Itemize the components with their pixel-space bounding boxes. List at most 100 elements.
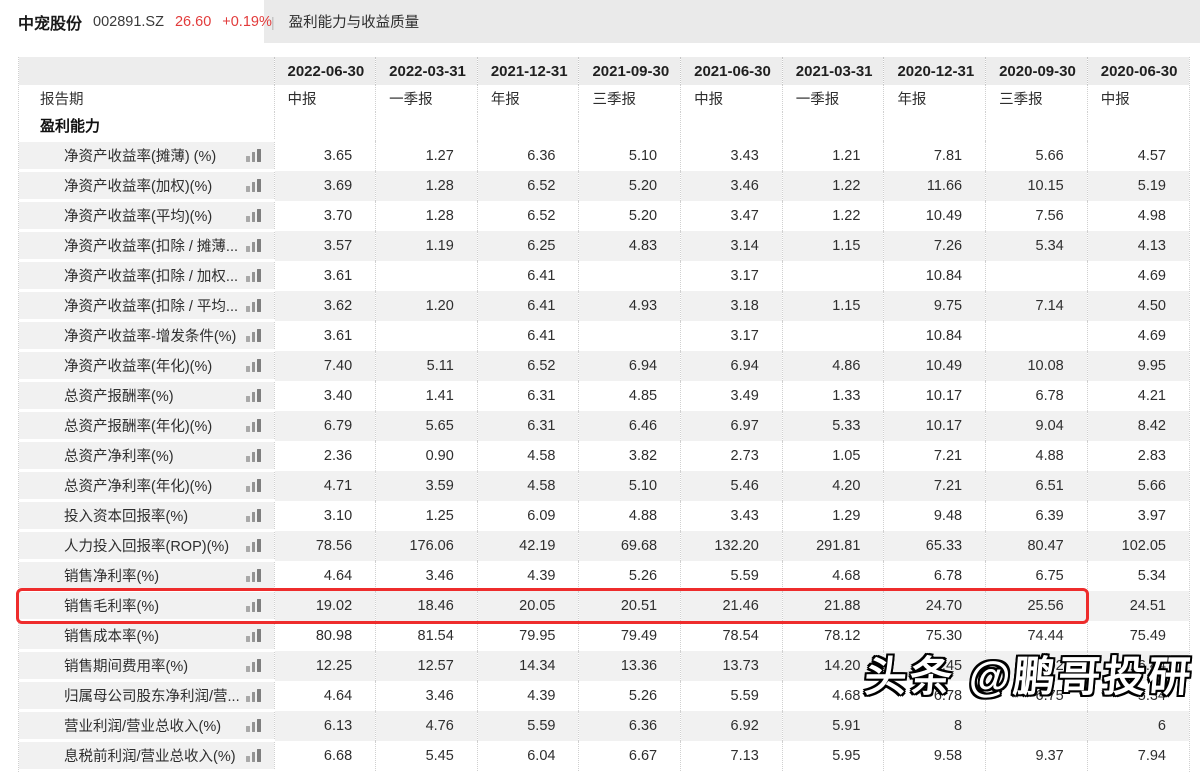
- metric-label-cell: 息税前利润/营业总收入(%): [19, 739, 274, 772]
- page-title: 盈利能力与收益质量: [288, 15, 420, 31]
- metric-row: 总资产净利率(%) 2.36 0.90 4.58 3.82 2.73 1.05 7.21 4.8…: [19, 439, 1189, 472]
- bar-chart-icon[interactable]: [246, 329, 261, 342]
- value-cell: 79.95: [476, 620, 579, 651]
- stock-tab[interactable]: 中宠股份 002891.SZ 26.60 +0.19%: [0, 0, 272, 43]
- period-type: 一季报: [781, 85, 884, 112]
- value-cell: 6.51: [985, 470, 1088, 501]
- value-cell: 3.46: [680, 170, 783, 201]
- metric-row: 总资产净利率(年化)(%) 4.71 3.59 4.58 5.10 5.46 4.20 7.2…: [19, 469, 1189, 502]
- value-cell: 9.95: [1086, 350, 1189, 381]
- value-cell: 2.83: [1086, 440, 1189, 471]
- bar-chart-icon[interactable]: [246, 569, 261, 582]
- value-cell: 10.08: [985, 350, 1088, 381]
- value-cell: 6.39: [985, 500, 1088, 531]
- value-cell: 10.49: [883, 350, 986, 381]
- value-cell: 0.90: [375, 440, 478, 471]
- metric-label: 人力投入回报率(ROP)(%): [64, 539, 230, 555]
- value-cell: 5.65: [375, 410, 478, 441]
- metric-label-cell: 销售期间费用率(%): [19, 649, 274, 682]
- metric-label: 总资产报酬率(年化)(%): [64, 419, 213, 435]
- bar-chart-icon[interactable]: [246, 179, 261, 192]
- value-cell: 6.46: [578, 410, 681, 441]
- metric-row: 总资产报酬率(%) 3.40 1.41 6.31 4.85 3.49 1.33 10.17 6.…: [19, 379, 1189, 412]
- value-cell: 4.86: [781, 350, 884, 381]
- value-cell: 4.50: [1086, 290, 1189, 321]
- value-cell: 18.46: [375, 590, 478, 621]
- bar-chart-icon[interactable]: [246, 509, 261, 522]
- period-type: 中报: [273, 85, 376, 112]
- section-blank-cell: [578, 112, 681, 141]
- value-cell: 5.34: [1086, 680, 1189, 711]
- bar-chart-icon[interactable]: [246, 719, 261, 732]
- value-cell: 4.21: [1086, 380, 1189, 411]
- value-cell: 6.52: [476, 350, 579, 381]
- value-cell: 7.26: [883, 230, 986, 261]
- value-cell: [578, 320, 681, 351]
- value-cell: 5.10: [578, 470, 681, 501]
- value-cell: 5.59: [476, 710, 579, 741]
- bar-chart-icon[interactable]: [246, 629, 261, 642]
- bar-chart-icon[interactable]: [246, 449, 261, 462]
- value-cell: 6.13: [273, 710, 376, 741]
- bar-chart-icon[interactable]: [246, 659, 261, 672]
- bar-chart-icon[interactable]: [246, 689, 261, 702]
- value-cell: 6.41: [476, 290, 579, 321]
- watermark: 头条 @鹏哥投研: [863, 653, 1196, 700]
- value-cell: 65.33: [883, 530, 986, 561]
- bar-chart-icon[interactable]: [246, 479, 261, 492]
- bar-chart-icon[interactable]: [246, 539, 261, 552]
- value-cell: 4.93: [578, 290, 681, 321]
- value-cell: 3.17: [680, 260, 783, 291]
- metric-label-cell: 总资产报酬率(%): [19, 379, 274, 412]
- date-header: 2020-06-30: [1086, 57, 1189, 85]
- bar-chart-icon[interactable]: [246, 389, 261, 402]
- value-cell: 2.73: [680, 440, 783, 471]
- value-cell: [375, 260, 478, 291]
- value-cell: 3.69: [273, 170, 376, 201]
- bar-chart-icon[interactable]: [246, 599, 261, 612]
- value-cell: 4.85: [578, 380, 681, 411]
- metric-label: 净资产收益率-增发条件(%): [64, 329, 237, 345]
- period-row: 报告期 中报 一季报 年报 三季报 中报 一季报 年报 三季报 中报: [19, 85, 1189, 112]
- value-cell: 24.70: [883, 590, 986, 621]
- value-cell: 4.98: [1086, 200, 1189, 231]
- value-cell: 6.78: [985, 380, 1088, 411]
- value-cell: 4.71: [273, 470, 376, 501]
- bar-chart-icon[interactable]: [246, 749, 261, 762]
- value-cell: 81.54: [375, 620, 478, 651]
- metric-label: 销售毛利率(%): [64, 599, 160, 615]
- metric-label: 营业利润/营业总收入(%): [64, 719, 222, 735]
- value-cell: 3.59: [375, 470, 478, 501]
- value-cell: 14.20: [781, 650, 884, 681]
- value-cell: 4.58: [476, 470, 579, 501]
- bar-chart-icon[interactable]: [246, 359, 261, 372]
- bar-chart-icon[interactable]: [246, 239, 261, 252]
- value-cell: 5.95: [781, 740, 884, 771]
- value-cell: 2.36: [273, 440, 376, 471]
- bar-chart-icon[interactable]: [246, 419, 261, 432]
- metric-label-cell: 投入资本回报率(%): [19, 499, 274, 532]
- value-cell: 10.17: [883, 410, 986, 441]
- bar-chart-icon[interactable]: [246, 269, 261, 282]
- metric-label: 总资产报酬率(%): [64, 389, 174, 405]
- value-cell: 7.81: [883, 140, 986, 171]
- section-header: 盈利能力: [19, 112, 274, 141]
- value-cell: 10.17: [883, 380, 986, 411]
- value-cell: 4.68: [781, 680, 884, 711]
- value-cell: 6.78: [883, 680, 986, 711]
- metric-label-cell: 销售净利率(%): [19, 559, 274, 592]
- bar-chart-icon[interactable]: [246, 299, 261, 312]
- bar-chart-icon[interactable]: [246, 149, 261, 162]
- value-cell: 8: [883, 710, 986, 741]
- section-blank-cell: [273, 112, 376, 141]
- value-cell: 15.45: [883, 650, 986, 681]
- value-cell: 11.66: [883, 170, 986, 201]
- value-cell: 4.57: [1086, 140, 1189, 171]
- value-cell: [985, 320, 1088, 351]
- metric-label: 净资产收益率(加权)(%): [64, 179, 213, 195]
- value-cell: 7.14: [985, 290, 1088, 321]
- metric-row: 净资产收益率(平均)(%) 3.70 1.28 6.52 5.20 3.47 1.22 10.…: [19, 199, 1189, 232]
- bar-chart-icon[interactable]: [246, 209, 261, 222]
- metric-label: 归属母公司股东净利润/营...: [64, 689, 240, 705]
- value-cell: 6.31: [476, 380, 579, 411]
